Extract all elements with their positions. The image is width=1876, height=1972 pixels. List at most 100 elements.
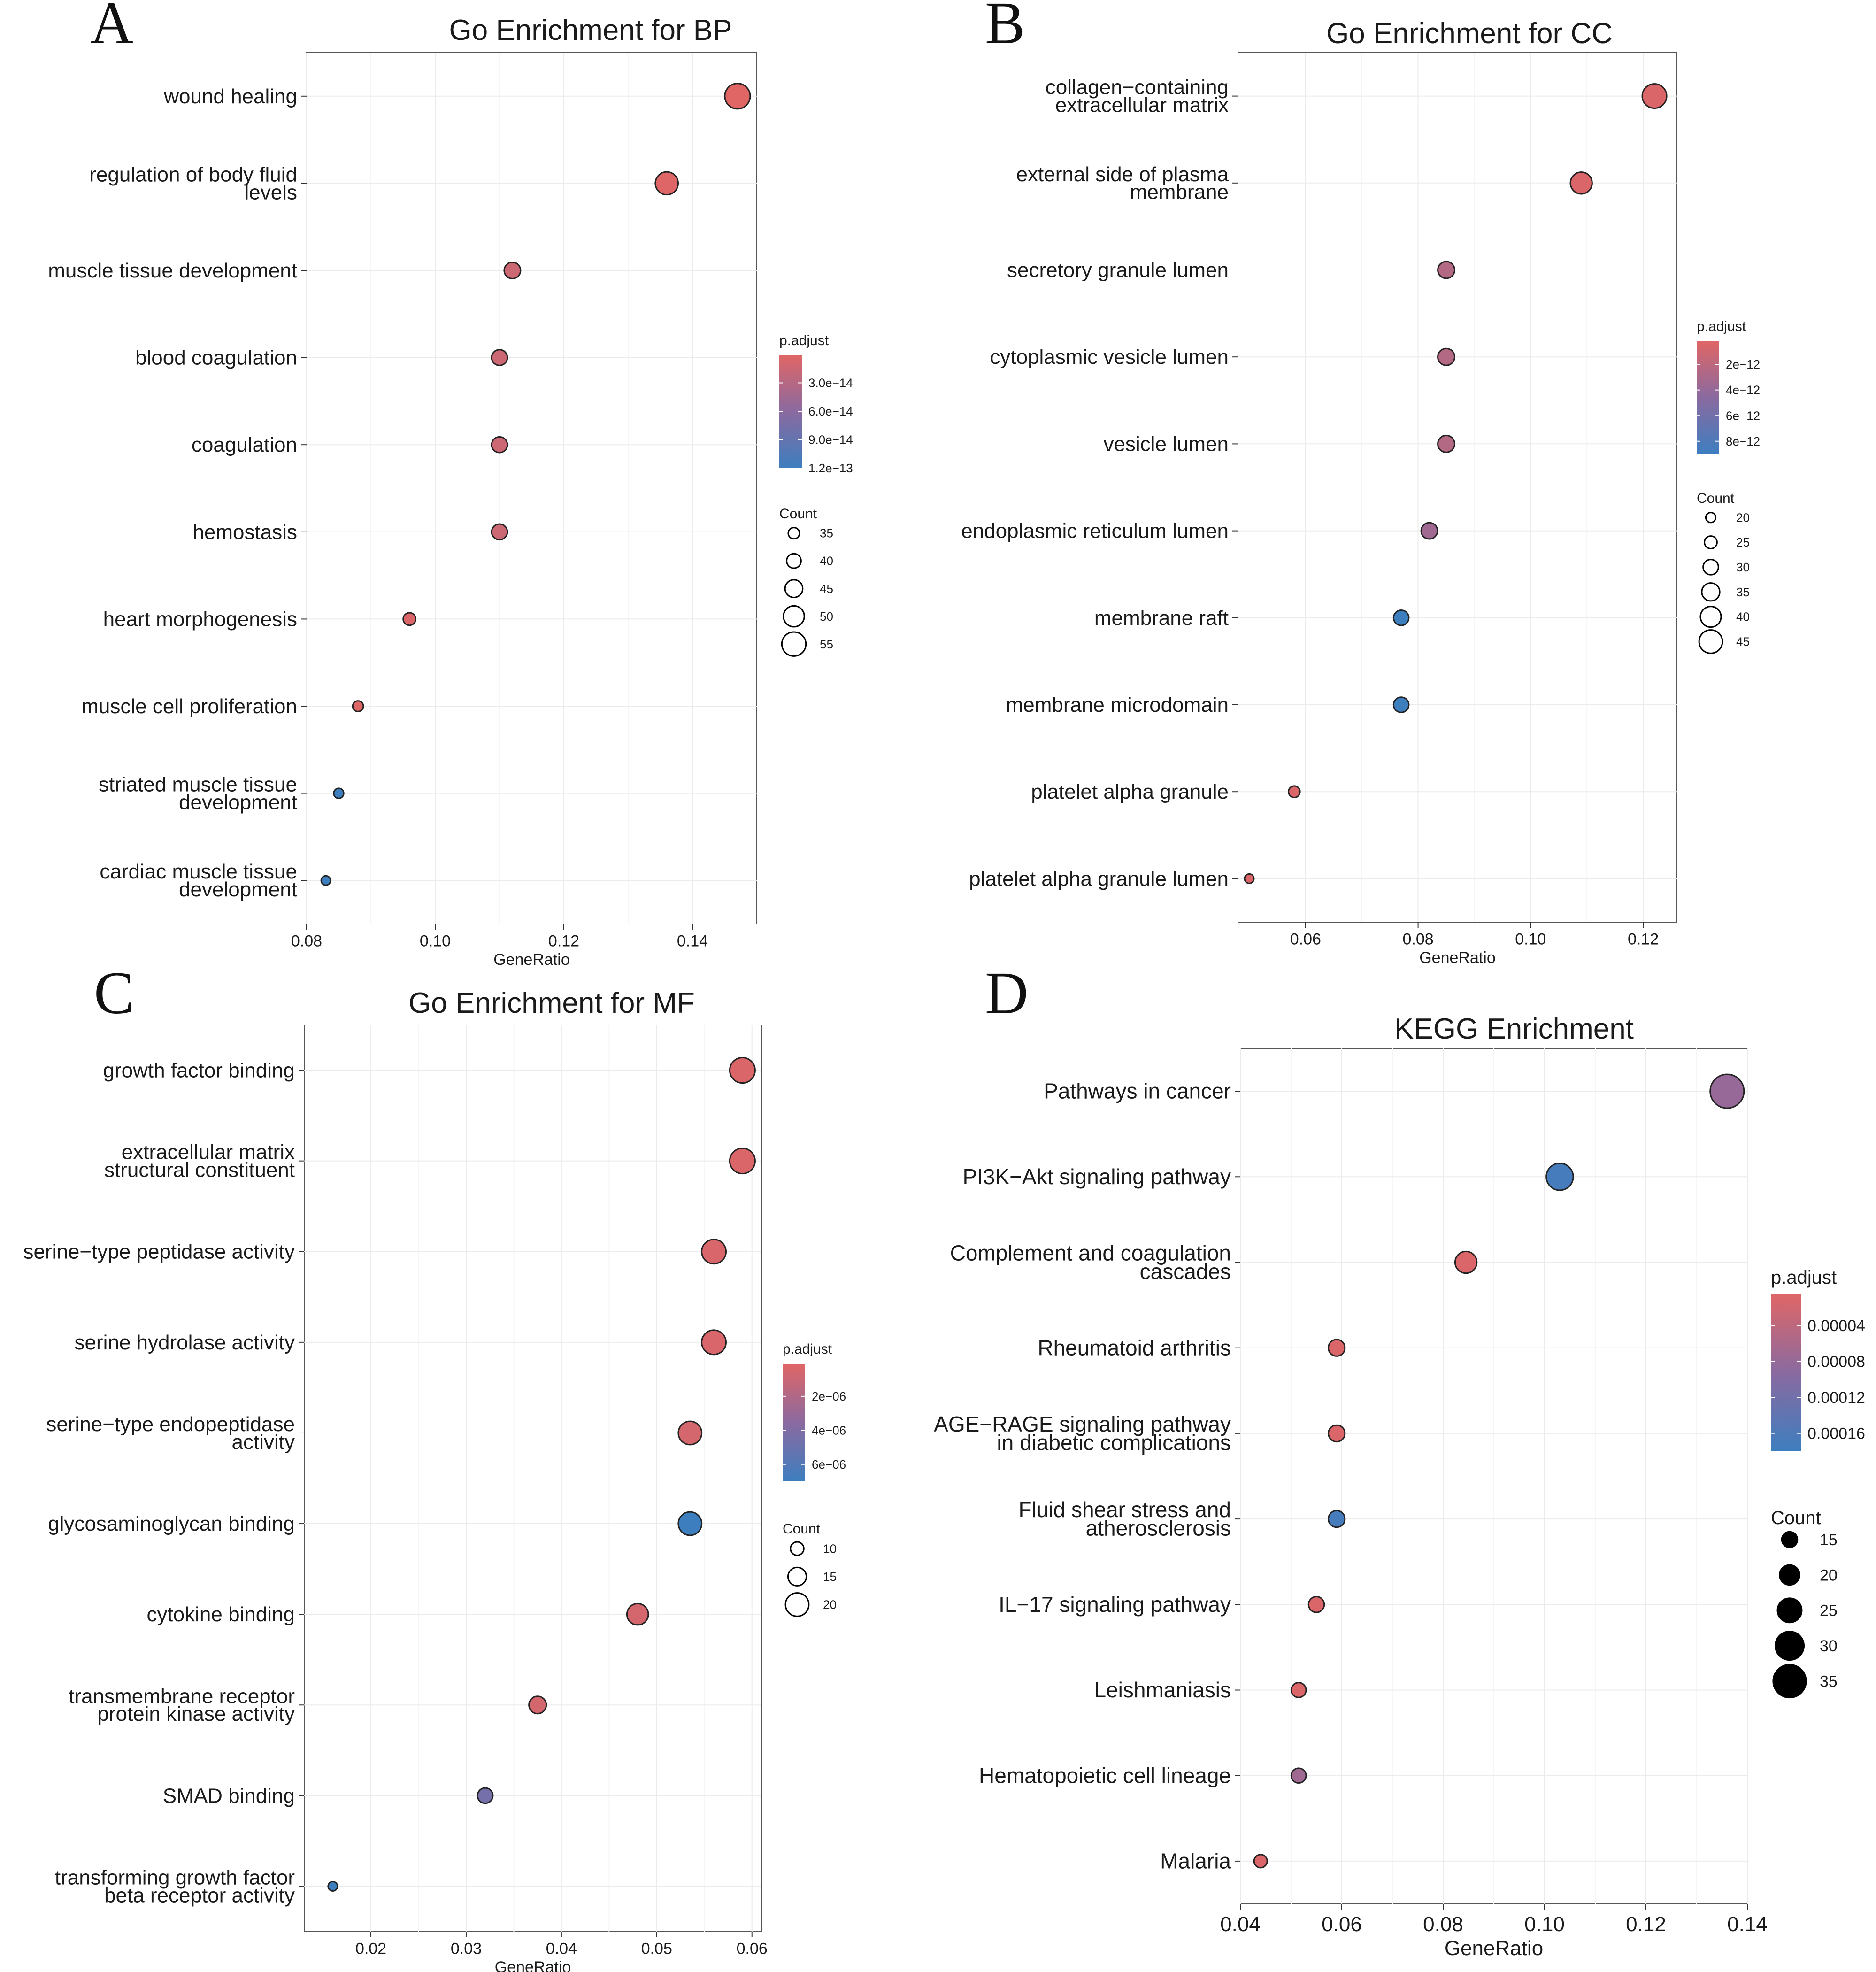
x-tick-label: 0.05: [641, 1940, 672, 1958]
term-label-line: cascades: [1140, 1259, 1231, 1284]
data-point: [677, 1511, 703, 1536]
x-axis-label: GeneRatio: [1445, 1937, 1543, 1960]
term-label: coagulation: [192, 433, 297, 456]
term-label: extracellular matrix structural constitue…: [104, 1141, 295, 1182]
term-label: platelet alpha granule: [1031, 780, 1229, 803]
size-legend-label: 35: [1736, 585, 1750, 599]
data-point: [1288, 785, 1301, 798]
color-legend-label: 2e−06: [812, 1389, 846, 1403]
term-label-line: cardiac muscle tissue: [100, 860, 297, 883]
color-legend-label: 6e−12: [1726, 408, 1760, 423]
data-point: [1437, 261, 1456, 279]
size-legend-dot: [787, 1566, 807, 1587]
size-legend-label: 45: [1736, 635, 1750, 649]
term-label: cytokine binding: [146, 1603, 295, 1626]
term-label: membrane microdomain: [1006, 693, 1229, 716]
color-legend-label: 0.00016: [1807, 1425, 1865, 1443]
term-label-line: coagulation: [192, 433, 297, 456]
term-label-line: serine−type peptidase activity: [23, 1240, 295, 1263]
term-label-line: collagen−containing: [1046, 76, 1229, 99]
term-label: Hematopoietic cell lineage: [979, 1763, 1231, 1787]
color-legend-label: 0.00008: [1807, 1353, 1865, 1371]
data-point: [654, 171, 679, 196]
term-label-line: muscle cell proliferation: [81, 695, 297, 718]
term-label-line: regulation of body fluid: [89, 163, 297, 186]
size-legend-label: 50: [820, 609, 833, 624]
data-point: [320, 875, 331, 886]
x-tick-label: 0.10: [1524, 1913, 1565, 1936]
term-label-line: glycosaminoglycan binding: [48, 1512, 295, 1535]
size-legend-dot: [783, 605, 805, 628]
term-label: heart morphogenesis: [103, 608, 297, 631]
term-label-line: levels: [245, 181, 298, 204]
color-legend-title: p.adjust: [1771, 1267, 1837, 1288]
size-legend-title: Count: [1771, 1508, 1821, 1528]
size-legend-dot: [1699, 606, 1722, 628]
term-label-line: serine−type endopeptidase: [46, 1413, 295, 1436]
size-legend-dot: [1779, 1564, 1800, 1586]
data-point: [1437, 347, 1456, 366]
term-label-line: AGE−RAGE signaling pathway: [934, 1412, 1231, 1436]
size-legend-label: 55: [820, 637, 833, 651]
data-point: [1569, 171, 1593, 195]
chart-title: Go Enrichment for MF: [408, 987, 695, 1019]
term-label-line: in diabetic complications: [997, 1430, 1231, 1455]
size-legend-label: 10: [823, 1541, 837, 1556]
data-point: [1328, 1424, 1346, 1443]
data-point: [724, 83, 751, 110]
term-label-line: atherosclerosis: [1086, 1516, 1231, 1541]
x-tick-label: 0.10: [1515, 931, 1546, 948]
term-label: Complement and coagulation cascades: [950, 1240, 1231, 1284]
size-legend-title: Count: [783, 1521, 821, 1537]
term-label-line: hemostasis: [192, 521, 297, 544]
term-label-line: vesicle lumen: [1103, 432, 1229, 455]
term-label: serine−type peptidase activity: [23, 1240, 295, 1263]
term-label: secretory granule lumen: [1007, 259, 1229, 282]
size-legend-label: 20: [1820, 1566, 1838, 1584]
x-tick-label: 0.12: [1626, 1913, 1666, 1936]
color-legend-label: 9.0e−14: [808, 433, 853, 447]
data-point: [1290, 1682, 1307, 1698]
term-label-line: protein kinase activity: [97, 1702, 295, 1726]
term-label: endoplasmic reticulum lumen: [961, 520, 1229, 543]
color-legend-label: 8e−12: [1726, 434, 1760, 448]
size-legend-label: 20: [1736, 510, 1750, 524]
x-axis-label: GeneRatio: [493, 951, 570, 969]
term-label-line: platelet alpha granule lumen: [969, 867, 1229, 890]
x-tick-label: 0.02: [355, 1940, 386, 1958]
term-label-line: secretory granule lumen: [1007, 259, 1229, 282]
plot-area: [1238, 52, 1677, 923]
term-label: glycosaminoglycan binding: [48, 1512, 295, 1535]
term-label-line: extracellular matrix: [122, 1141, 295, 1164]
term-label: IL−17 signaling pathway: [999, 1592, 1231, 1617]
color-legend-bar: [1771, 1294, 1801, 1451]
term-label: SMAD binding: [163, 1784, 295, 1807]
chart-panel-4: KEGG Enrichment Pathways in cancer PI3K−Ak…: [934, 1013, 1865, 1960]
chart-title: Go Enrichment for BP: [449, 14, 732, 46]
color-legend-label: 4e−12: [1726, 383, 1760, 397]
term-label-line: transforming growth factor: [55, 1866, 295, 1889]
term-label: hemostasis: [192, 521, 297, 544]
data-point: [729, 1057, 756, 1084]
size-legend-title: Count: [1697, 491, 1735, 506]
data-point: [477, 1787, 494, 1804]
term-label: AGE−RAGE signaling pathway in diabetic co…: [934, 1412, 1231, 1455]
term-label: membrane raft: [1094, 607, 1229, 630]
color-legend-label: 1.2e−13: [808, 461, 853, 475]
term-label-line: Pathways in cancer: [1044, 1079, 1231, 1103]
term-label-line: membrane raft: [1094, 607, 1229, 630]
size-legend-label: 40: [1736, 610, 1750, 624]
data-point: [491, 523, 508, 541]
data-point: [1709, 1073, 1745, 1109]
data-point: [1307, 1596, 1325, 1613]
term-label-line: endoplasmic reticulum lumen: [961, 520, 1229, 543]
size-legend-dot: [1704, 535, 1718, 549]
data-point: [491, 436, 508, 454]
data-point: [1290, 1767, 1307, 1784]
term-label-line: Hematopoietic cell lineage: [979, 1763, 1231, 1787]
term-label-line: PI3K−Akt signaling pathway: [962, 1164, 1231, 1189]
color-legend-title: p.adjust: [779, 333, 829, 348]
color-legend-label: 4e−06: [812, 1423, 846, 1437]
chart-panels: Go Enrichment for BP wound healing regulat…: [23, 14, 1865, 1972]
color-legend-label: 0.00012: [1807, 1389, 1865, 1407]
